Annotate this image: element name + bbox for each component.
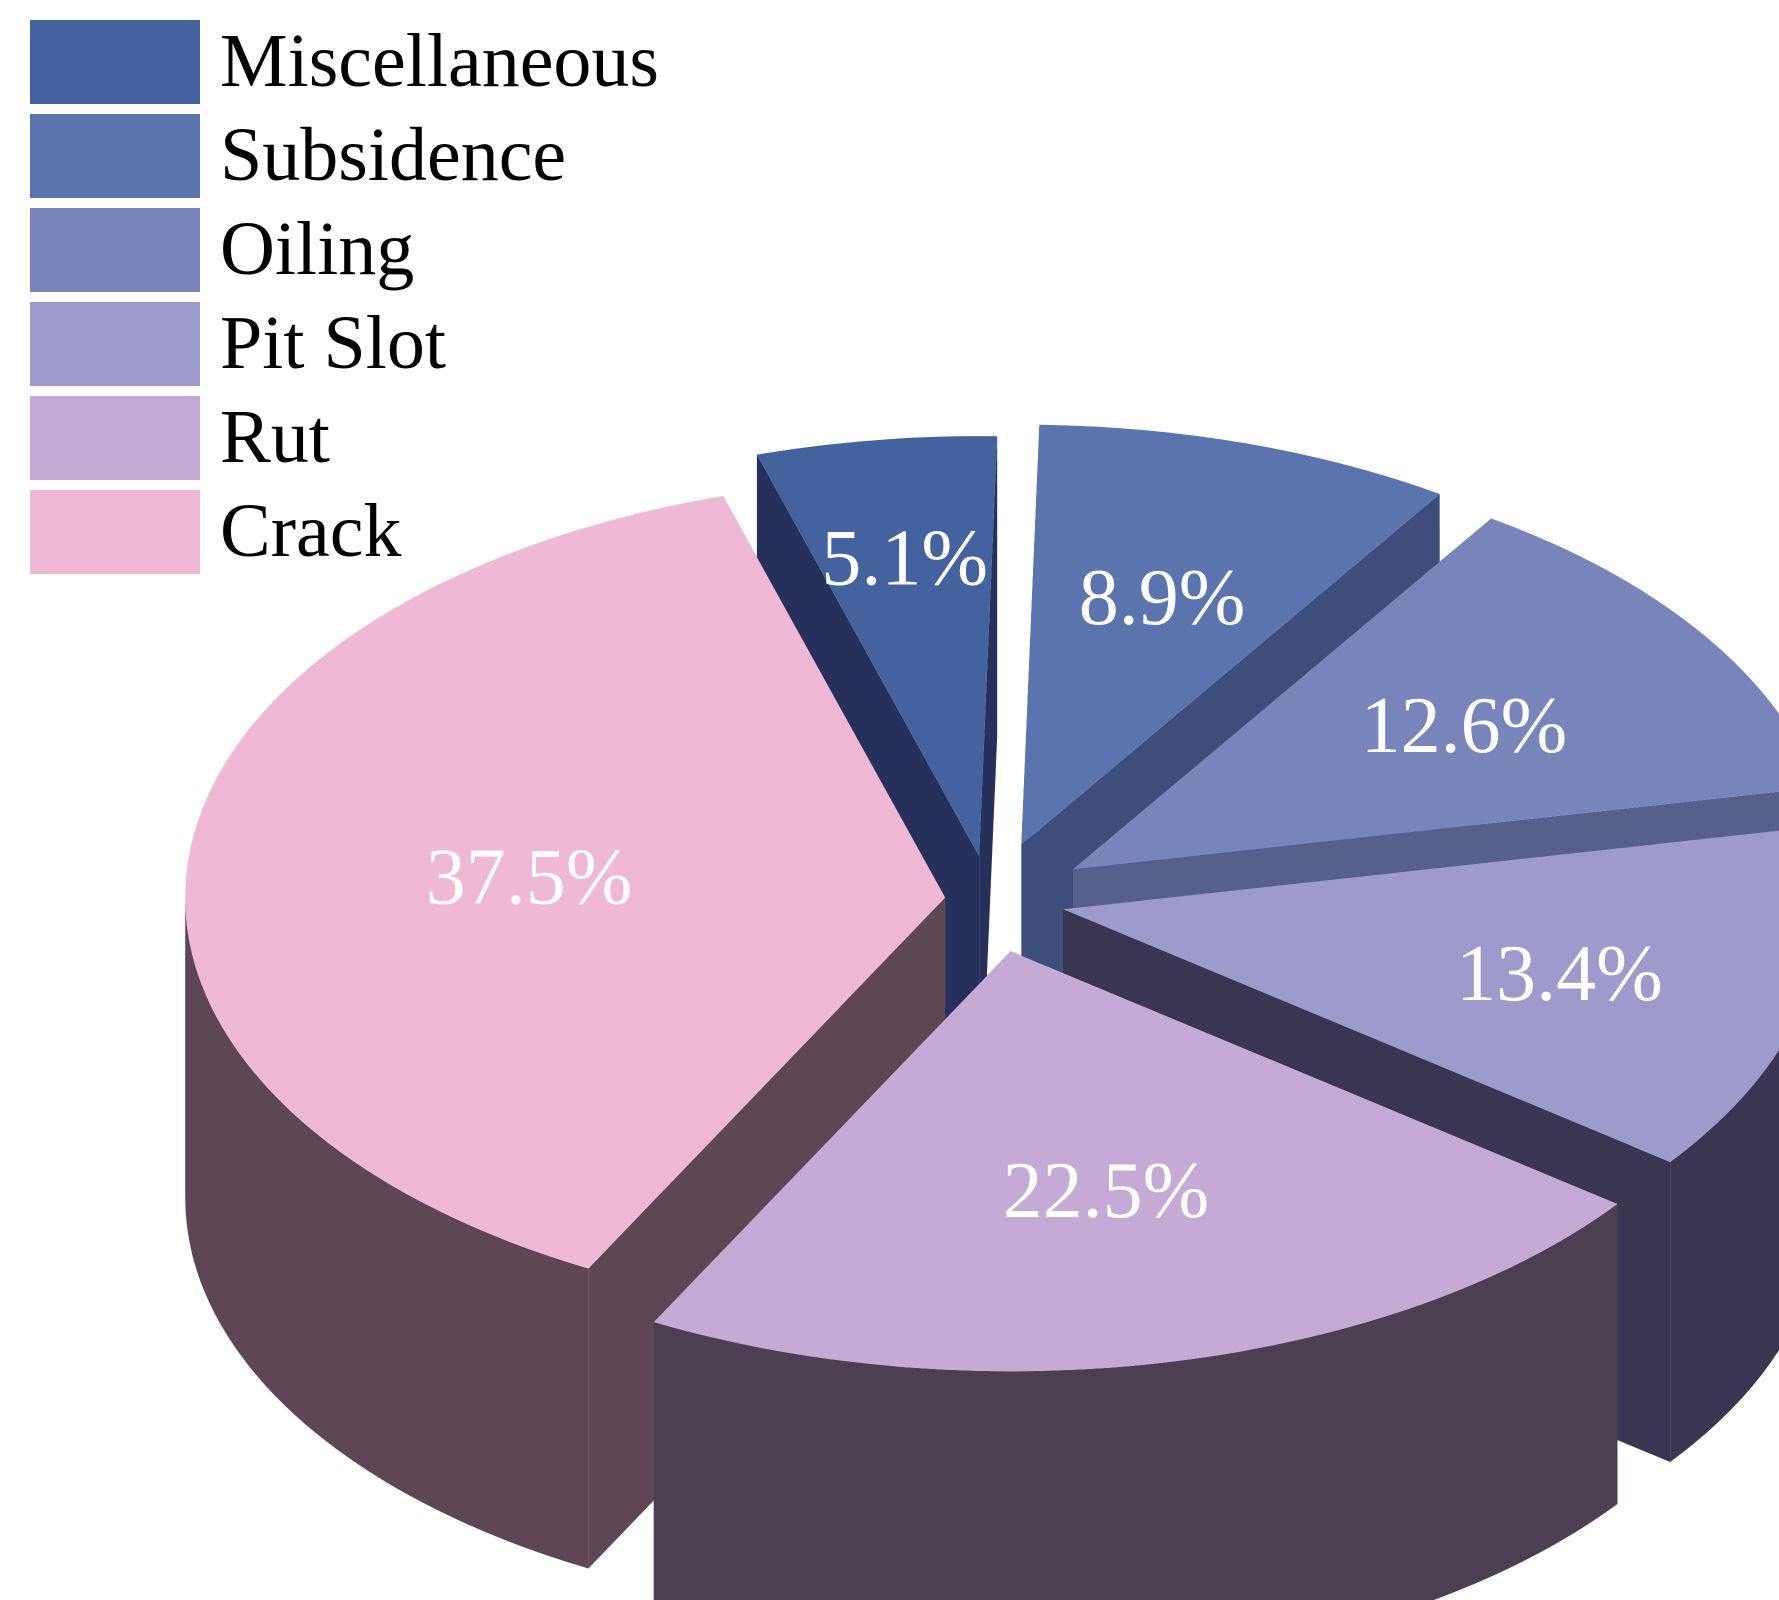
legend-swatch-crack <box>30 490 200 574</box>
slice-top-crack <box>185 496 946 1269</box>
slice-outer-wall-rut-0 <box>653 1204 1618 1600</box>
legend-item-pit-slot: Pit Slot <box>30 301 446 386</box>
legend-label-subsidence: Subsidence <box>220 113 566 197</box>
pie-top-faces <box>185 424 1779 1600</box>
legend: Miscellaneous Subsidence Oiling Pit Slot Rut… <box>30 19 659 574</box>
legend-label-miscellaneous: Miscellaneous <box>220 19 659 103</box>
legend-swatch-subsidence <box>30 114 200 198</box>
slice-top-oiling <box>1073 518 1779 870</box>
legend-label-crack: Crack <box>220 489 401 573</box>
legend-swatch-rut <box>30 396 200 480</box>
legend-item-crack: Crack <box>30 489 401 574</box>
slice-label-pit-slot: 13.4% <box>1456 930 1663 1018</box>
slice-crack <box>185 496 946 1569</box>
legend-swatch-pit-slot <box>30 302 200 386</box>
slice-rut <box>653 951 1618 1600</box>
slice-outer-wall-crack-0 <box>185 897 589 1569</box>
slice-top-rut <box>653 951 1618 1372</box>
slice-labels: 5.1% 8.9% 12.6% 13.4% 22.5% 37.5% <box>426 515 1663 1236</box>
slice-label-subsidence: 8.9% <box>1079 554 1246 642</box>
slice-cut-wall-miscellaneous-1 <box>979 436 998 1157</box>
slice-top-miscellaneous <box>756 436 998 857</box>
legend-item-oiling: Oiling <box>30 207 414 292</box>
slice-top-pit-slot <box>1063 830 1779 1162</box>
legend-swatch-miscellaneous <box>30 20 200 104</box>
slice-label-rut: 22.5% <box>1003 1147 1210 1235</box>
legend-swatch-oiling <box>30 208 200 292</box>
slice-label-crack: 37.5% <box>426 834 633 922</box>
legend-label-rut: Rut <box>220 395 330 479</box>
slice-top-subsidence <box>1021 424 1440 845</box>
slice-label-miscellaneous: 5.1% <box>821 515 988 603</box>
legend-label-pit-slot: Pit Slot <box>220 301 446 385</box>
legend-item-subsidence: Subsidence <box>30 113 566 198</box>
slice-outer-wall-pit-slot-0 <box>1670 1050 1779 1462</box>
legend-item-rut: Rut <box>30 395 330 480</box>
legend-item-miscellaneous: Miscellaneous <box>30 19 659 104</box>
legend-label-oiling: Oiling <box>220 207 414 291</box>
slice-label-oiling: 12.6% <box>1361 682 1568 770</box>
